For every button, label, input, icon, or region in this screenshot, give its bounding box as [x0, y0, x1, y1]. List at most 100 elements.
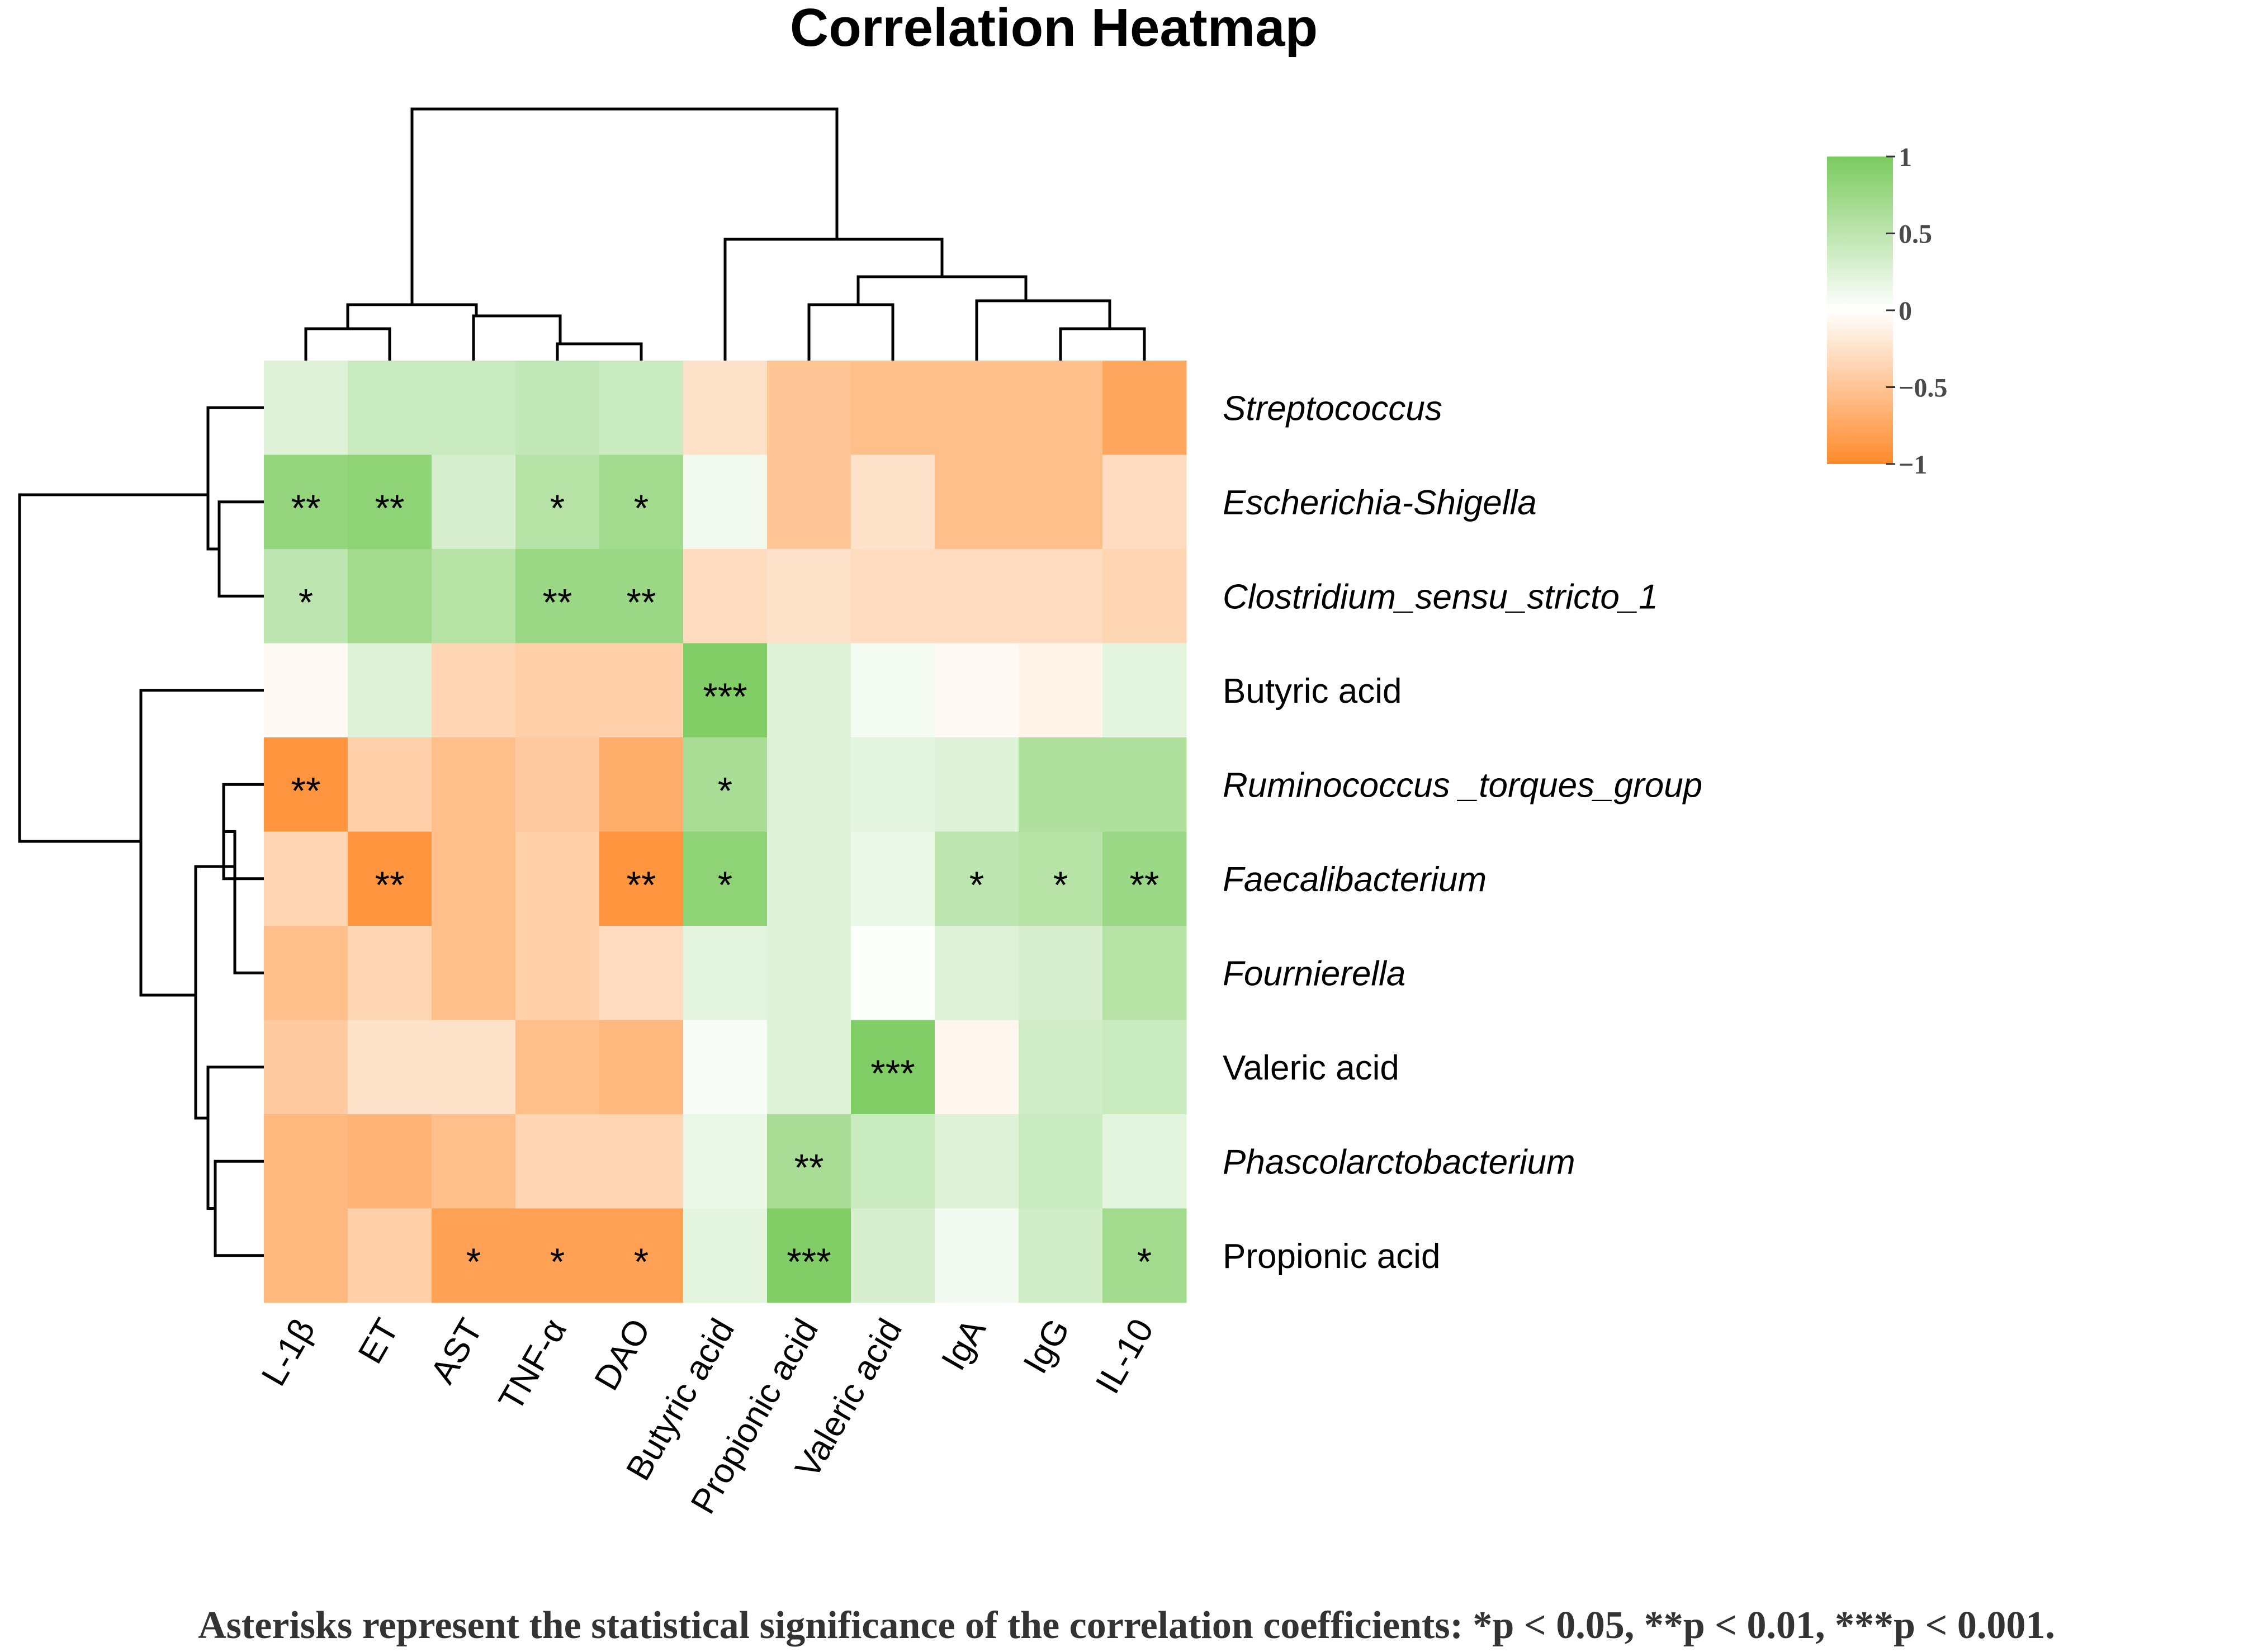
heatmap-cell — [935, 1020, 1019, 1115]
heatmap-cell — [683, 361, 768, 455]
heatmap-cell — [515, 455, 600, 550]
significance-marker: ** — [627, 864, 656, 906]
heatmap-cell — [1102, 1114, 1187, 1209]
heatmap-cell — [851, 455, 935, 550]
heatmap-cell — [683, 643, 768, 738]
heatmap-cell — [348, 1020, 432, 1115]
heatmap-cell — [767, 361, 851, 455]
significance-marker: * — [466, 1241, 481, 1283]
heatmap-cell — [1102, 926, 1187, 1020]
heatmap-cell — [599, 1208, 684, 1303]
dendrogram-branch — [194, 865, 235, 1120]
dendrogram-branch — [206, 1066, 264, 1210]
heatmap-cell — [935, 361, 1019, 455]
heatmap-cell — [515, 1114, 600, 1209]
heatmap-cell — [851, 926, 935, 1020]
heatmap-cell — [348, 549, 432, 643]
heatmap-cell — [515, 643, 600, 738]
dendrogram-branch — [304, 327, 391, 361]
heatmap-cell — [1102, 831, 1187, 926]
dendrogram-branch — [807, 303, 894, 361]
heatmap-cell — [1019, 831, 1103, 926]
heatmap-cell — [767, 549, 851, 643]
dendrogram-branch — [139, 689, 264, 997]
heatmap-cell — [935, 455, 1019, 550]
significance-marker: *** — [787, 1241, 831, 1283]
heatmap-cell — [348, 737, 432, 832]
significance-marker: ** — [291, 769, 321, 812]
row-label: Butyric acid — [1223, 672, 1402, 711]
heatmap-cell — [935, 926, 1019, 1020]
significance-marker: * — [969, 864, 984, 906]
heatmap-cell — [432, 926, 516, 1020]
column-label: IgA — [934, 1312, 994, 1377]
heatmap-cell — [1102, 549, 1187, 643]
heatmap-cell — [599, 926, 684, 1020]
heatmap-cell — [935, 831, 1019, 926]
heatmap-cell — [683, 831, 768, 926]
dendrogram-branch — [217, 500, 264, 598]
heatmap-cell — [1102, 737, 1187, 832]
heatmap-cell — [767, 643, 851, 738]
heatmap-cell — [348, 831, 432, 926]
heatmap-cell — [515, 737, 600, 832]
heatmap-cell — [767, 737, 851, 832]
dendrogram-branch — [975, 299, 1111, 361]
heatmap-cell — [767, 1208, 851, 1303]
heatmap-cell — [264, 361, 348, 455]
dendrogram-branch — [214, 1159, 264, 1257]
heatmap-cell — [599, 831, 684, 926]
heatmap-cell — [851, 1020, 935, 1115]
heatmap-cell — [264, 926, 348, 1020]
heatmap-cell — [767, 1114, 851, 1209]
heatmap-cell — [264, 455, 348, 550]
significance-marker: * — [1053, 864, 1068, 906]
heatmap-cell — [432, 549, 516, 643]
heatmap-cell — [348, 1114, 432, 1209]
heatmap-cell — [1102, 361, 1187, 455]
significance-marker: ** — [794, 1146, 824, 1189]
row-label: Ruminococcus _torques_group — [1223, 766, 1702, 804]
heatmap-cell — [264, 549, 348, 643]
dendrogram-branch — [206, 406, 264, 551]
row-label: Fournierella — [1223, 954, 1405, 993]
heatmap-cell — [935, 737, 1019, 832]
heatmap-cell — [1019, 926, 1103, 1020]
significance-marker: ** — [627, 581, 656, 623]
significance-marker: * — [634, 1241, 649, 1283]
heatmap-cell — [683, 737, 768, 832]
color-scale-legend: 1 0.5 0 −0.5 −1 — [1827, 143, 1947, 480]
heatmap-cell — [683, 1114, 768, 1209]
heatmap-cell — [432, 737, 516, 832]
heatmap-cell — [432, 643, 516, 738]
heatmap-cell — [767, 926, 851, 1020]
heatmap-cell — [348, 361, 432, 455]
significance-marker: * — [634, 487, 649, 529]
significance-marker: ** — [543, 581, 572, 623]
heatmap-cell — [683, 1208, 768, 1303]
heatmap-cell — [599, 549, 684, 643]
legend-tick-label: −1 — [1899, 450, 1927, 480]
significance-marker: *** — [870, 1052, 915, 1095]
heatmap-cell — [264, 1208, 348, 1303]
heatmap-cell — [515, 549, 600, 643]
heatmap-cell — [1102, 643, 1187, 738]
dendrogram-branch — [346, 303, 478, 329]
heatmap-cell — [432, 1020, 516, 1115]
column-label: IgG — [1016, 1313, 1077, 1380]
dendrogram-branch — [18, 493, 208, 843]
significance-marker: * — [550, 487, 565, 529]
heatmap-cell — [851, 361, 935, 455]
row-label: Streptococcus — [1223, 389, 1442, 428]
significance-markers: ** ** * ** ** ******* *** ** * * * ******** * * *** * — [291, 487, 1159, 1283]
heatmap-cell — [767, 455, 851, 550]
row-labels: Streptococcus Escherichia-Shigella Clostri… — [1223, 389, 1702, 1276]
row-label: Propionic acid — [1223, 1237, 1440, 1276]
row-label: Escherichia-Shigella — [1223, 484, 1537, 522]
heatmap-cell — [599, 737, 684, 832]
dendrogram-branch — [224, 830, 264, 974]
significance-footnote: Asterisks represent the statistical sign… — [198, 1604, 2055, 1647]
heatmap-cell — [1019, 549, 1103, 643]
chart-title: Correlation Heatmap — [790, 0, 1318, 58]
heatmap-cell — [264, 1114, 348, 1209]
